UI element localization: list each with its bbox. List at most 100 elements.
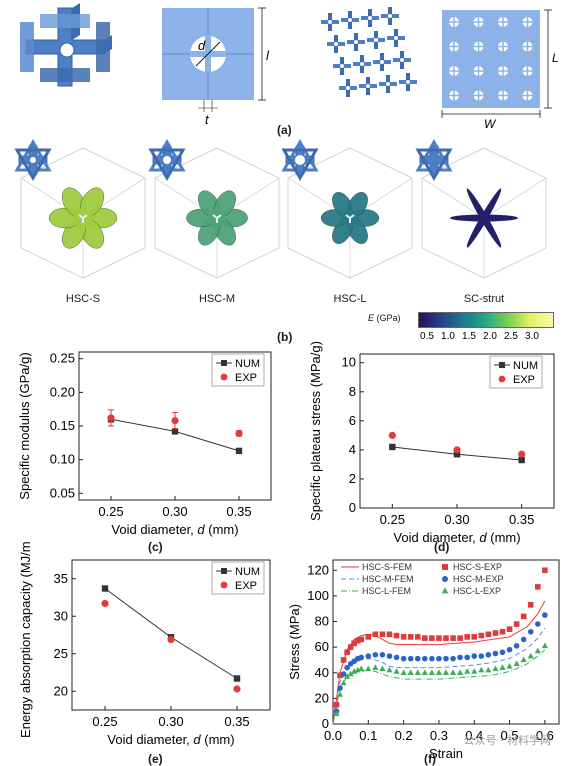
data-point-circle — [535, 621, 541, 627]
unit-cell-icon-strut — [415, 148, 453, 182]
data-point-circle — [379, 652, 386, 658]
data-point-square — [478, 632, 485, 639]
x-tick-label: 0.30 — [162, 504, 187, 519]
lattice-void — [360, 62, 364, 66]
data-point-circle — [386, 653, 393, 659]
x-tick-label: 0.30 — [444, 512, 469, 527]
data-point-square — [407, 634, 414, 640]
chart-specific-modulus: 0.25 0.30 0.35 0.05 0.10 0.15 0.20 0.25 Void dia… — [17, 351, 272, 537]
data-point-triangle — [379, 665, 386, 672]
x-tick-label: 0.25 — [92, 714, 117, 729]
surface-lobe — [466, 188, 502, 248]
data-point-square — [233, 675, 241, 682]
legend-label-exp: EXP — [513, 374, 535, 386]
colorbar-tick-label: 0.5 — [420, 331, 434, 342]
data-point-circle — [167, 635, 175, 644]
x-label-unit: (mm) — [205, 522, 239, 537]
data-point-circle — [220, 373, 228, 381]
unit-cell-3d-image — [20, 3, 112, 87]
unit-cell-icon-strut — [415, 138, 453, 172]
lattice-void — [374, 38, 378, 42]
legend-label-exp: HSC-M-EXP — [453, 574, 504, 584]
data-point-circle — [414, 655, 421, 662]
legend: NUM EXP — [211, 353, 265, 387]
data-point-square — [520, 613, 527, 620]
row-b-figures — [14, 138, 547, 279]
data-point-circle — [485, 652, 492, 658]
data-point-circle — [358, 654, 365, 661]
data-point-circle — [542, 612, 548, 618]
x-label-unit: (mm) — [201, 732, 235, 747]
colorbar-title: E (GPa) — [368, 313, 401, 323]
case-label-sc-strut: SC-strut — [463, 293, 505, 305]
x-tick-label: 0.35 — [224, 714, 249, 729]
y-tick-label: 0 — [322, 716, 329, 731]
data-point-circle — [513, 643, 520, 649]
watermark-text: 公众号 · 材料学网 — [463, 734, 552, 747]
lattice-void — [400, 58, 404, 62]
x-tick-label: 0.25 — [98, 504, 123, 519]
lattice-front-view: L W — [441, 9, 559, 131]
data-point-circle — [464, 654, 470, 661]
legend-box — [489, 355, 543, 389]
unit-cell-icon-strut — [148, 148, 186, 182]
y-tick-label: 35 — [54, 571, 68, 586]
y-axis-label: Stress (MPa) — [287, 604, 302, 680]
data-point-circle — [235, 429, 243, 437]
colorbar-tick-label: 2.0 — [483, 331, 497, 342]
data-point-triangle — [435, 669, 443, 675]
y-tick-label: 0 — [349, 500, 356, 515]
unit-cell-icon-strut — [14, 148, 52, 182]
colorbar — [418, 312, 554, 328]
x-tick-label: 0.25 — [380, 512, 405, 527]
row-a-figures: d l t L W — [20, 3, 559, 131]
data-point-triangle — [344, 673, 351, 679]
data-point-square — [400, 634, 407, 640]
x-axis-label: Void diameter, d (mm) — [393, 530, 520, 545]
lattice-void — [406, 80, 410, 84]
dim-d: d — [198, 38, 206, 53]
data-point-circle — [450, 655, 456, 662]
unit-cell-icon-strut — [281, 148, 319, 182]
plot-box-edge — [421, 177, 485, 219]
elastic-surface-plot-3 — [281, 138, 413, 279]
x-tick-label: 0.35 — [509, 512, 534, 527]
y-tick-label: 0.15 — [50, 418, 75, 433]
y-axis-label: Specific plateau stress (MPa/g) — [308, 341, 323, 521]
data-point-triangle — [428, 669, 435, 675]
fem-curve-hsc-m-fem — [332, 627, 546, 725]
data-point-square — [518, 456, 525, 464]
dim-l: l — [266, 48, 270, 63]
data-point-circle — [518, 450, 526, 458]
data-point-triangle — [340, 679, 347, 686]
colorbar-tick-label: 2.5 — [504, 331, 518, 342]
data-point-square — [535, 584, 541, 590]
data-point-triangle — [372, 664, 379, 670]
data-point-triangle — [400, 669, 407, 675]
y-axis-label: Energy absorption capacity (MJ/m3) — [17, 542, 33, 738]
data-point-circle — [400, 655, 407, 662]
data-point-square — [337, 672, 343, 679]
elastic-surface-plot-1 — [14, 138, 146, 279]
unit-cell-icon-void — [295, 155, 305, 165]
y-tick-label: 4 — [349, 442, 356, 457]
x-label-text: Void diameter, — [107, 732, 193, 747]
panel-label-e: (e) — [148, 752, 163, 766]
chart-stress-strain: 0.0 0.1 0.2 0.3 0.4 0.5 0.6 0 20 40 60 80 100 120 Stra… — [287, 559, 560, 761]
data-point-square — [365, 634, 372, 640]
lattice-void — [346, 86, 350, 90]
data-point-square — [347, 644, 354, 650]
data-point-square — [386, 631, 393, 638]
data-point-circle — [388, 431, 396, 439]
y-tick-label: 80 — [315, 614, 329, 629]
data-point-square — [358, 636, 365, 643]
y-tick-label: 2 — [349, 471, 356, 486]
data-point-square — [513, 621, 520, 627]
surface-highlight — [78, 214, 88, 223]
data-point-circle — [101, 599, 109, 608]
data-point-square — [429, 635, 435, 641]
x-tick-label: 0.4 — [465, 728, 483, 743]
data-point-circle — [471, 653, 478, 659]
data-point-square — [422, 635, 428, 641]
data-point-circle — [457, 654, 463, 661]
